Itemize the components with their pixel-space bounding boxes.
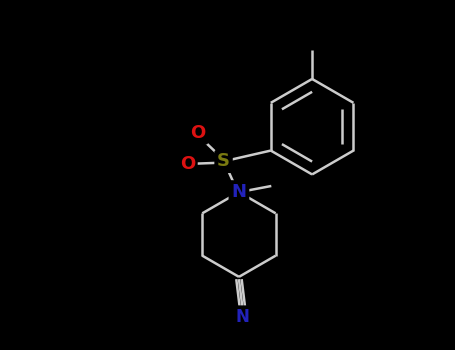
- Text: O: O: [191, 124, 206, 142]
- Text: S: S: [217, 152, 230, 170]
- Text: N: N: [232, 183, 247, 201]
- Text: N: N: [236, 308, 250, 326]
- Text: O: O: [180, 155, 195, 173]
- Text: N: N: [232, 183, 247, 201]
